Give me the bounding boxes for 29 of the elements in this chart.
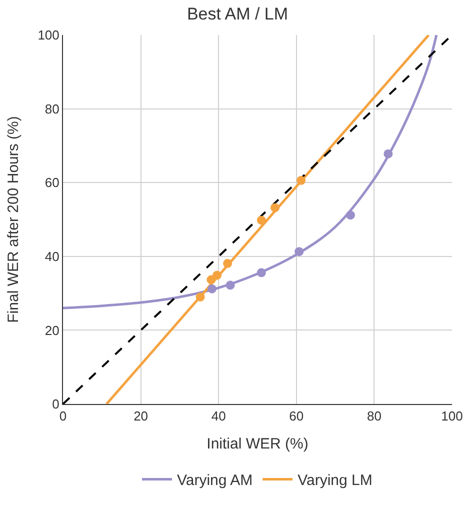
point [212,270,222,280]
y-tick-label: 60 [44,175,60,190]
chart-title: Best AM / LM [186,4,288,24]
point [346,210,355,220]
x-axis-title: Initial WER (%) [206,436,308,453]
line-series [63,35,438,310]
legend-label: Varying AM [177,472,253,490]
point [223,258,232,268]
point [256,268,266,278]
legend-label: Varying LM [298,472,372,490]
x-tick-label: 40 [211,408,226,424]
y-axis-title: Final WER after 200 Hours (%) [4,116,22,323]
x-tick-label: 20 [134,408,148,424]
point [207,284,216,294]
y-tick-label: 0 [52,396,60,412]
y-tick-label: 80 [44,101,60,116]
y-tick-label: 40 [44,248,60,264]
y-tick-label: 100 [38,28,60,43]
point [256,216,266,225]
point [296,176,306,185]
x-tick-label: 100 [441,408,463,424]
point [196,292,205,302]
point [270,203,280,212]
point [294,247,304,256]
x-tick-label: 60 [289,408,304,424]
point [384,149,393,158]
x-tick-label: 80 [366,408,382,424]
point [226,280,235,290]
y-tick-label: 20 [44,322,60,338]
